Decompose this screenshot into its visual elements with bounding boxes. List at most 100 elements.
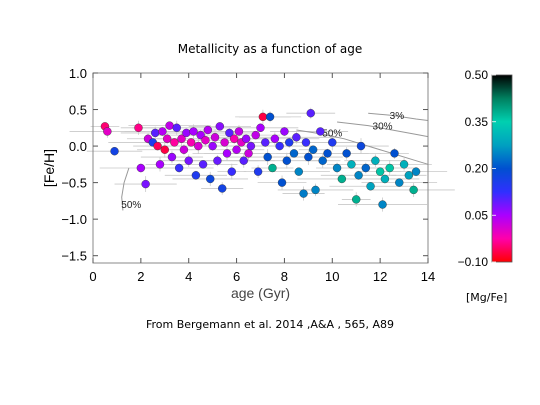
data-point: [218, 184, 227, 193]
data-point: [179, 145, 189, 154]
contour-label: 30%: [373, 121, 393, 132]
colorbar-tick-label: 0.05: [465, 208, 489, 222]
data-point: [301, 138, 311, 147]
data-point: [167, 152, 177, 162]
plot-frame: [92, 72, 429, 264]
data-point: [165, 121, 174, 130]
data-point: [268, 163, 277, 173]
data-point: [411, 167, 421, 176]
data-point: [289, 149, 299, 158]
data-point: [232, 145, 241, 154]
error-bars: [69, 107, 455, 212]
data-point: [299, 189, 308, 198]
colorbar-tick-label: 0.35: [465, 115, 489, 129]
y-tick-label: 0.0: [69, 139, 87, 154]
data-point: [225, 128, 234, 138]
data-point: [174, 163, 184, 173]
data-point: [227, 167, 236, 176]
data-point: [160, 145, 169, 154]
data-points: [100, 108, 421, 209]
contour-lines: 3%30% 50% 50%: [121, 111, 429, 211]
contour-line: [121, 167, 130, 211]
contour-label: 50%: [322, 129, 342, 140]
data-point: [177, 134, 186, 143]
data-point: [380, 174, 390, 184]
data-point: [366, 182, 375, 191]
contour-label: 3%: [390, 111, 405, 122]
data-point: [371, 156, 380, 165]
x-tick-label: 14: [421, 269, 435, 284]
data-point: [399, 160, 409, 169]
data-point: [172, 123, 181, 133]
data-point: [194, 141, 203, 151]
data-point: [337, 174, 347, 184]
data-point: [191, 171, 201, 180]
chart-title: Metallicity as a function of age: [177, 42, 363, 56]
x-axis-label: age (Gyr): [231, 285, 290, 301]
data-point: [170, 138, 179, 147]
data-point: [208, 141, 217, 151]
data-point: [186, 138, 196, 147]
data-point: [246, 141, 256, 151]
data-point: [222, 149, 232, 158]
data-point: [308, 145, 318, 154]
data-point: [158, 127, 167, 136]
data-point: [316, 127, 325, 136]
data-point: [134, 123, 143, 133]
y-tick-label: 0.5: [69, 103, 87, 118]
colorbar-label: [Mg/Fe]: [466, 291, 508, 304]
y-tick-label: −1.0: [61, 212, 87, 227]
data-point: [189, 127, 198, 136]
contour-line: [337, 121, 429, 138]
data-point: [352, 195, 361, 204]
data-point: [304, 152, 313, 162]
data-point: [153, 141, 162, 151]
data-point: [385, 163, 394, 173]
data-point: [241, 134, 251, 143]
data-point: [375, 167, 385, 176]
data-point: [332, 163, 342, 173]
colorbar-tick-label: 0.50: [465, 68, 489, 82]
contour-label: 50%: [121, 200, 141, 211]
data-point: [251, 130, 260, 140]
colorbar-tick-label: 0.20: [465, 162, 489, 176]
data-point: [203, 125, 213, 135]
x-tick-label: 2: [137, 269, 144, 284]
data-point: [220, 138, 229, 147]
data-point: [256, 123, 265, 133]
data-point: [280, 127, 289, 136]
colorbar: 0.50 0.35 0.20 0.05 −0.10: [458, 68, 513, 269]
data-point: [213, 156, 222, 165]
y-tick-label: −1.5: [61, 249, 87, 264]
data-point: [404, 171, 414, 180]
data-point: [162, 134, 172, 143]
y-tick-label: 1.0: [69, 66, 87, 81]
colorbar-tick-label: −0.10: [458, 255, 489, 269]
data-point: [151, 128, 160, 138]
data-point: [229, 134, 239, 143]
data-point: [215, 122, 225, 131]
data-point: [210, 133, 220, 142]
x-tick-label: 10: [325, 269, 339, 284]
data-point: [270, 134, 280, 143]
data-point: [258, 112, 268, 122]
data-point: [182, 128, 191, 138]
data-point: [110, 146, 119, 156]
x-tick-label: 12: [373, 269, 387, 284]
data-point: [342, 149, 351, 158]
data-point: [292, 133, 301, 142]
data-point: [378, 200, 387, 209]
data-point: [198, 160, 208, 169]
data-point: [155, 160, 165, 169]
data-point: [261, 138, 270, 147]
data-point: [318, 156, 327, 165]
data-point: [311, 185, 320, 195]
data-point: [409, 185, 418, 195]
data-point: [347, 160, 356, 169]
data-point: [323, 149, 332, 158]
data-point: [275, 141, 284, 151]
x-tick-label: 8: [281, 269, 288, 284]
data-point: [263, 152, 272, 162]
data-point: [285, 138, 294, 147]
